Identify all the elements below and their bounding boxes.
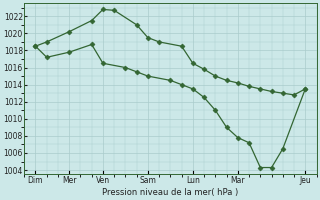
- X-axis label: Pression niveau de la mer( hPa ): Pression niveau de la mer( hPa ): [102, 188, 238, 197]
